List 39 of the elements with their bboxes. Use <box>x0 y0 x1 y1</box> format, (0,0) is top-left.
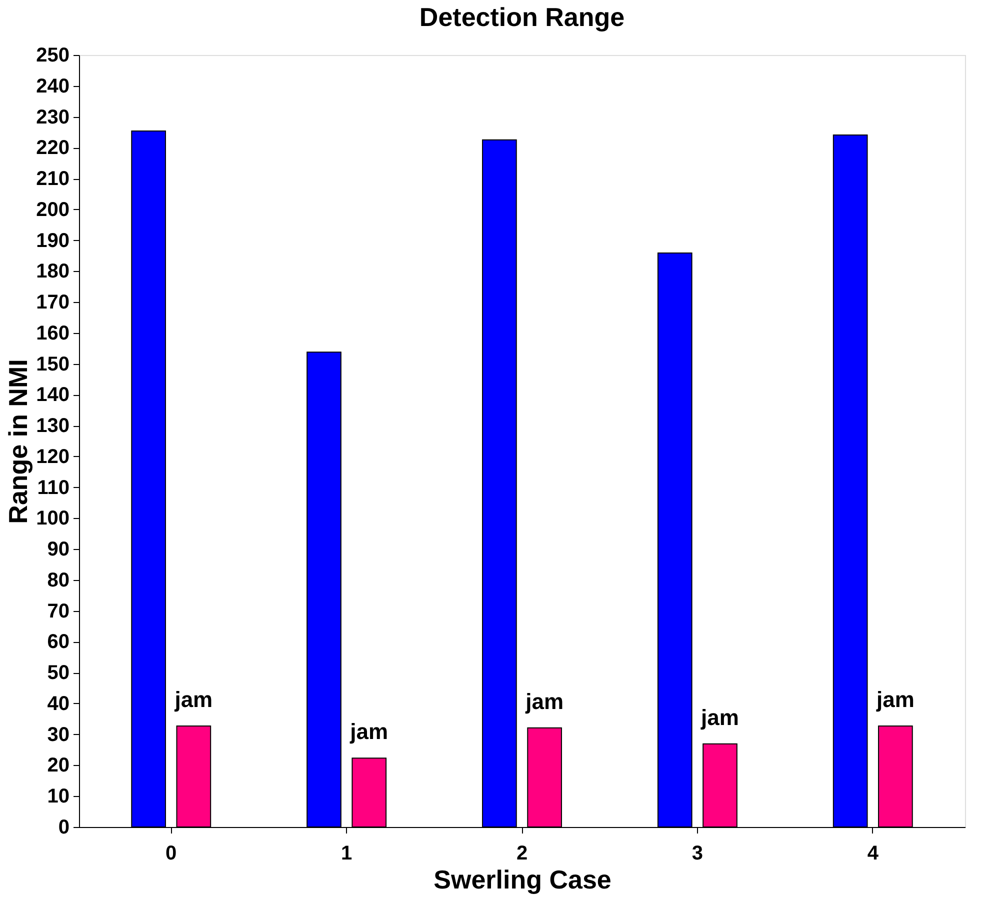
y-tick-label: 110 <box>37 476 70 499</box>
y-tick-label: 50 <box>47 662 70 684</box>
y-tick-label: 250 <box>36 44 70 66</box>
y-tick-label: 150 <box>36 353 70 376</box>
y-tick-label: 10 <box>47 786 70 808</box>
y-tick-label: 220 <box>36 137 70 160</box>
y-tick-label: 120 <box>36 446 70 468</box>
y-tick-label: 200 <box>36 198 70 221</box>
x-tick-label: 1 <box>340 842 352 864</box>
y-tick-label: 160 <box>36 322 70 344</box>
y-tick-label: 140 <box>36 384 70 406</box>
chart-title: Detection Range <box>419 2 625 32</box>
y-tick-label: 60 <box>47 631 70 654</box>
x-tick-label: 3 <box>692 842 704 864</box>
y-tick-label: 70 <box>47 600 70 622</box>
y-tick-label: 240 <box>36 75 70 98</box>
y-tick-label: 210 <box>36 168 70 190</box>
y-tick-label: 90 <box>47 538 70 561</box>
y-tick-label: 180 <box>36 260 70 283</box>
text: jam <box>350 719 388 744</box>
y-tick-label: 170 <box>36 292 70 314</box>
y-axis-title: Range in NMI <box>3 359 34 524</box>
y-tick-label: 30 <box>47 724 70 746</box>
x-tick-label: 0 <box>166 842 177 864</box>
series-label: jam <box>174 687 213 712</box>
text: jam <box>701 704 739 730</box>
y-tick-label: 40 <box>47 692 70 715</box>
y-tick-label: 130 <box>36 415 70 438</box>
y-tick-label: 190 <box>36 230 70 252</box>
text: jam <box>526 688 564 714</box>
x-tick-label: 2 <box>516 842 528 864</box>
y-tick-label: 100 <box>36 508 70 530</box>
y-tick-label: 20 <box>47 754 70 777</box>
y-tick-label: 230 <box>36 106 70 128</box>
text: jam <box>876 687 914 712</box>
x-axis-title: Swerling Case <box>434 864 612 894</box>
y-tick-label: 0 <box>58 816 70 838</box>
y-tick-label: 80 <box>47 569 70 592</box>
x-tick-label: 4 <box>867 842 880 864</box>
